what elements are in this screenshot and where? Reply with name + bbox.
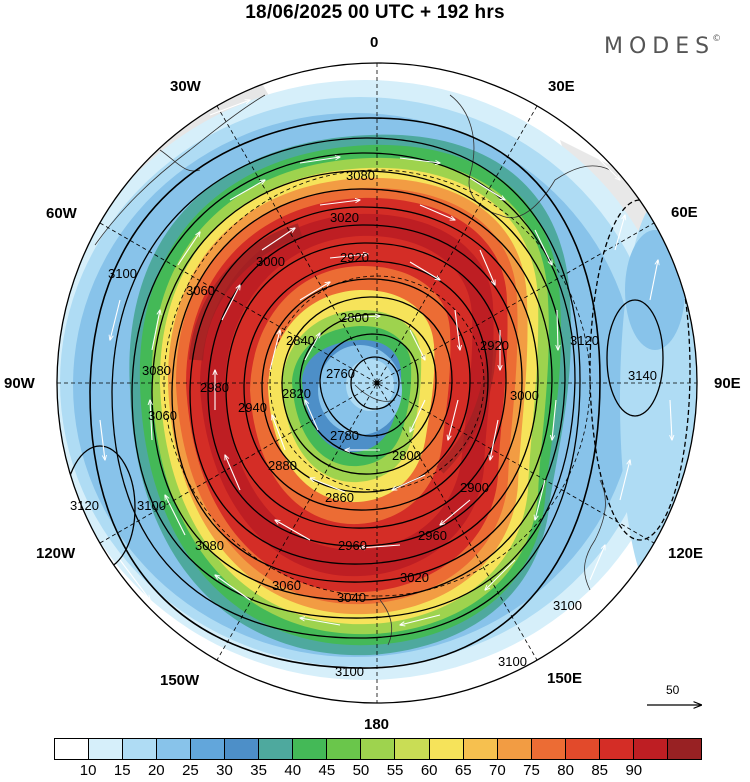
colorbar-swatch [123,739,158,759]
colorbar-swatch [293,739,328,759]
wind-speed-field [57,63,697,703]
contour-label: 3060 [148,408,177,423]
lon-label-150w: 150W [160,672,200,689]
contour-label: 2900 [460,480,489,495]
contour-label: 3060 [272,578,301,593]
contour-label: 3100 [498,654,527,669]
colorbar-swatch [463,739,498,759]
pole-marker [374,380,380,386]
colorbar-swatch [395,739,430,759]
lon-label-120w: 120W [36,545,76,562]
contour-label: 3120 [70,498,99,513]
contour-label: 3080 [142,363,171,378]
contour-label: 2880 [268,458,297,473]
contour-label: 2860 [325,490,354,505]
contour-label: 3100 [137,498,166,513]
brand-text: MODES [604,34,716,59]
colorbar-tick-label: 10 [79,762,97,779]
colorbar-swatch [225,739,260,759]
contour-label: 3000 [510,388,539,403]
colorbar-swatch [667,739,701,759]
colorbar-swatch [157,739,192,759]
colorbar-tick-label: 65 [454,762,472,779]
contour-label: 3020 [330,210,359,225]
reference-vector-label: 50 [666,683,680,697]
colorbar-swatch [531,739,566,759]
colorbar [54,738,702,760]
contour-label: 2980 [200,380,229,395]
contour-label: 3100 [108,266,137,281]
contour-label: 3000 [256,254,285,269]
contour-label: 3080 [195,538,224,553]
colorbar-swatch [361,739,396,759]
contour-label: 3100 [553,598,582,613]
contour-label: 2920 [340,250,369,265]
contour-label: 2840 [286,333,315,348]
graticule [57,63,697,703]
contour-label-group: 2760 2780 2800 2800 2820 2840 2860 2880 … [70,168,657,679]
colorbar-swatch [429,739,464,759]
colorbar-tick-label: 15 [113,762,131,779]
reference-vector-arrow [647,683,705,723]
colorbar-swatch [599,739,634,759]
lon-label-30w: 30W [170,78,201,95]
colorbar-tick-label: 75 [523,762,540,779]
contour-label: 2960 [418,528,447,543]
colorbar-ticks: 10 15 20 25 30 35 40 45 50 55 60 65 70 75 80 85 90 [54,762,702,780]
colorbar-swatch [259,739,294,759]
colorbar-swatch [191,739,226,759]
contour-label: 3060 [186,283,215,298]
colorbar-tick-label: 35 [250,762,267,779]
contour-label: 2820 [282,386,311,401]
colorbar-swatch [497,739,532,759]
colorbar-swatch [633,739,668,759]
colorbar-tick-label: 55 [386,762,404,779]
modes-logo: MODES© [604,34,721,59]
contour-label: 2920 [480,338,509,353]
copyright-mark: © [712,34,722,44]
lon-label-90w: 90W [4,375,35,392]
colorbar-swatch [565,739,600,759]
colorbar-tick-label: 85 [591,762,609,779]
wind-streamlines [99,89,672,685]
colorbar-tick-label: 90 [625,762,643,779]
polar-map: 2760 2780 2800 2800 2820 2840 2860 2880 … [56,62,698,704]
colorbar-tick-label: 80 [557,762,574,779]
contour-label: 3100 [335,664,364,679]
map-title: 18/06/2025 00 UTC + 192 hrs [245,2,505,23]
lon-label-60e: 60E [671,204,698,221]
contour-label: 2960 [338,538,367,553]
colorbar-tick-label: 40 [284,762,302,779]
colorbar-tick-label: 50 [352,762,370,779]
lon-label-60w: 60W [46,205,77,222]
lon-label-0: 0 [370,34,379,51]
colorbar-swatch [89,739,124,759]
lon-label-150e: 150E [547,670,583,687]
colorbar-tick-label: 30 [216,762,233,779]
contour-label: 2760 [326,366,355,381]
contour-label: 2800 [392,448,421,463]
contour-label: 3020 [400,570,429,585]
colorbar-swatch [327,739,362,759]
contour-label: 2800 [340,310,369,325]
contour-label: 3040 [337,590,366,605]
colorbar-tick-label: 45 [318,762,336,779]
map-boundary [56,62,698,704]
contour-label: 2940 [238,400,267,415]
contour-label: 3120 [570,333,599,348]
colorbar-tick-label: 25 [182,762,199,779]
lon-label-180: 180 [364,716,390,733]
lon-label-30e: 30E [548,78,575,95]
colorbar-tick-label: 70 [489,762,506,779]
colorbar-tick-label: 20 [147,762,165,779]
colorbar-tick-label: 60 [420,762,438,779]
lon-label-120e: 120E [668,545,704,562]
contour-label: 3080 [346,168,375,183]
lon-label-90e: 90E [714,375,741,392]
colorbar-swatch [55,739,90,759]
contour-label: 2780 [330,428,359,443]
contour-label: 3140 [628,368,657,383]
